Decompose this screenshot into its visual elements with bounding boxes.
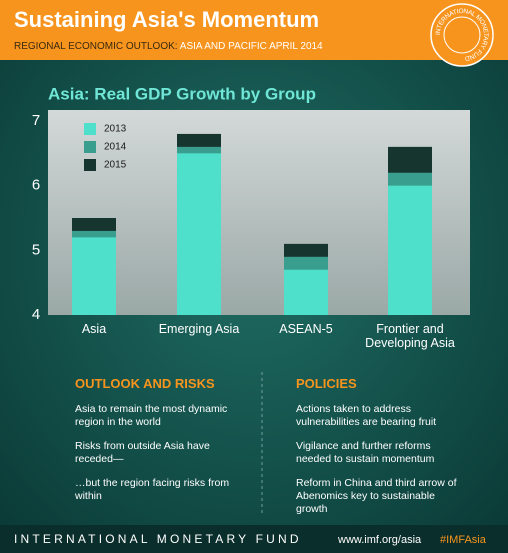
policies-heading: POLICIES — [296, 376, 357, 391]
footer-url: www.imf.org/asia — [337, 534, 422, 546]
subtitle: REGIONAL ECONOMIC OUTLOOK: ASIA AND PACI… — [14, 41, 323, 52]
header-band — [0, 0, 508, 60]
policies-item: Actions taken to address vulnerabilities… — [296, 403, 437, 428]
seal-inner — [443, 16, 481, 54]
legend-label: 2013 — [104, 124, 127, 135]
legend-label: 2014 — [104, 142, 127, 153]
y-tick-label: 6 — [32, 177, 40, 194]
policies-item: Vigilance and further reforms needed to … — [296, 440, 435, 465]
legend-swatch — [84, 123, 96, 135]
policies-item: Reform in China and third arrow of Abeno… — [296, 477, 457, 515]
outlook-item: Asia to remain the most dynamic region i… — [75, 403, 228, 428]
legend-label: 2015 — [104, 160, 127, 171]
outlook-heading: OUTLOOK AND RISKS — [75, 376, 215, 391]
chart-title: Asia: Real GDP Growth by Group — [48, 84, 316, 103]
legend-swatch — [84, 141, 96, 153]
bar — [72, 237, 116, 315]
y-tick-label: 5 — [32, 241, 40, 258]
bar — [284, 269, 328, 315]
legend-swatch — [84, 159, 96, 171]
y-tick-label: 7 — [32, 112, 40, 129]
page-title: Sustaining Asia's Momentum — [14, 7, 319, 32]
x-tick-label: Emerging Asia — [158, 322, 240, 336]
footer-band — [0, 525, 508, 553]
outlook-item: …but the region facing risks from within — [75, 477, 230, 502]
x-tick-label: Asia — [81, 322, 107, 336]
bar — [177, 153, 221, 315]
bar — [388, 185, 432, 315]
x-tick-label: ASEAN-5 — [279, 322, 333, 336]
x-tick-label: Frontier and Developing Asia — [365, 322, 455, 350]
y-tick-label: 4 — [32, 306, 40, 323]
seal — [430, 3, 494, 67]
outlook-item: Risks from outside Asia have receded— — [75, 440, 210, 465]
footer-hashtag: #IMFAsia — [440, 534, 487, 546]
footer-name: INTERNATIONAL MONETARY FUND — [14, 532, 302, 546]
